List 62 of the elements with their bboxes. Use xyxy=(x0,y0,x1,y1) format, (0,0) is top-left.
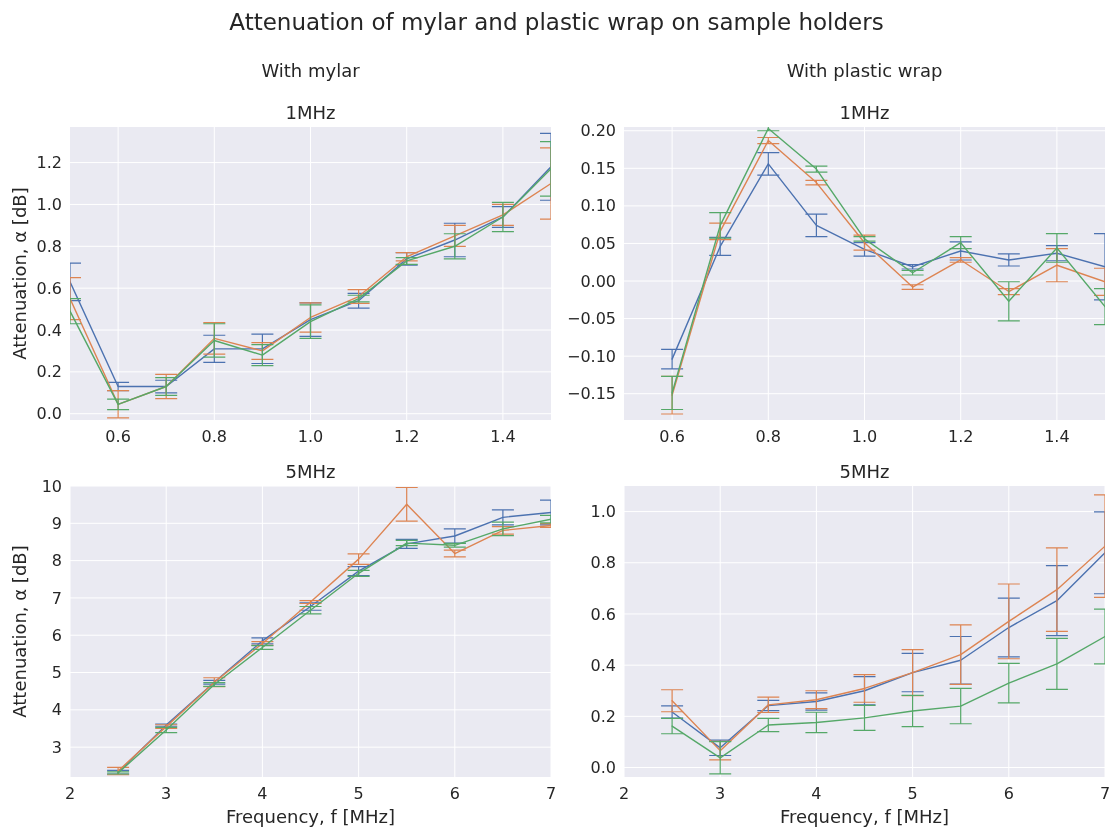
x-tick-label: 1.0 xyxy=(851,427,878,446)
y-tick-label: 0.10 xyxy=(580,196,616,216)
x-tick-label: 1.4 xyxy=(1044,427,1070,446)
y-tick-label: 8 xyxy=(51,551,62,571)
y-tick-label: 0.6 xyxy=(590,604,616,624)
y-tick-label: −0.10 xyxy=(566,346,616,366)
y-tick-label: 0.15 xyxy=(580,158,616,178)
y-tick-label: 0.20 xyxy=(580,121,616,141)
y-tick-label: 0.00 xyxy=(580,271,616,291)
x-tick-label: 1.2 xyxy=(947,427,974,446)
chart-subtitle: With mylar xyxy=(261,60,361,81)
y-tick-label: 0.6 xyxy=(36,278,62,298)
chart-title: 1MHz xyxy=(285,102,336,123)
x-tick-label: 3 xyxy=(715,784,726,803)
x-tick-label: 2 xyxy=(618,784,630,803)
y-tick-label: 6 xyxy=(51,625,62,645)
y-tick-label: 3 xyxy=(51,737,62,757)
x-tick-label: 2 xyxy=(64,784,76,803)
y-tick-label: 0.4 xyxy=(590,655,616,675)
y-tick-label: 1.2 xyxy=(36,153,62,173)
y-tick-label: −0.05 xyxy=(566,309,616,329)
y-tick-label: 0.0 xyxy=(36,404,62,424)
y-tick-label: 1.0 xyxy=(36,195,62,215)
chart-title: 1MHz xyxy=(839,102,890,123)
y-tick-label: 9 xyxy=(51,513,62,533)
x-tick-label: 5 xyxy=(353,784,364,803)
x-tick-label: 6 xyxy=(449,784,460,803)
x-tick-label: 4 xyxy=(811,784,822,803)
x-tick-label: 5 xyxy=(907,784,918,803)
x-tick-label: 0.6 xyxy=(659,427,685,446)
y-axis-title: Attenuation, α [dB] xyxy=(9,545,30,718)
x-tick-label: 0.8 xyxy=(201,427,228,446)
y-tick-label: 1.0 xyxy=(590,502,616,522)
x-tick-label: 0.8 xyxy=(755,427,782,446)
chart-title: 5MHz xyxy=(285,461,336,482)
x-tick-label: 7 xyxy=(1099,784,1111,803)
x-tick-label: 6 xyxy=(1003,784,1014,803)
y-axis-title: Attenuation, α [dB] xyxy=(9,187,30,360)
chart-title: 5MHz xyxy=(839,461,890,482)
x-tick-label: 1.2 xyxy=(393,427,420,446)
x-axis-title: Frequency, f [MHz] xyxy=(779,806,950,827)
x-tick-label: 7 xyxy=(545,784,557,803)
y-tick-label: 5 xyxy=(51,663,62,683)
y-tick-label: 0.8 xyxy=(36,236,62,256)
text: Attenuation of mylar and plastic wrap on sample holders xyxy=(229,9,884,35)
y-tick-label: 0.0 xyxy=(590,758,616,778)
y-tick-label: 4 xyxy=(51,700,62,720)
y-tick-label: 10 xyxy=(41,476,62,496)
x-tick-label: 1.0 xyxy=(297,427,324,446)
y-tick-label: −0.15 xyxy=(566,384,616,404)
y-tick-label: 0.05 xyxy=(580,234,616,254)
y-tick-label: 0.4 xyxy=(36,320,62,340)
x-tick-label: 3 xyxy=(161,784,172,803)
x-tick-label: 4 xyxy=(257,784,268,803)
chart-subtitle: With plastic wrap xyxy=(786,60,943,81)
x-tick-label: 0.6 xyxy=(105,427,131,446)
y-tick-label: 0.2 xyxy=(590,706,616,726)
y-tick-label: 7 xyxy=(51,588,62,608)
y-tick-label: 0.2 xyxy=(36,362,62,382)
x-axis-title: Frequency, f [MHz] xyxy=(225,806,396,827)
x-tick-label: 1.4 xyxy=(490,427,516,446)
y-tick-label: 0.8 xyxy=(590,553,616,573)
